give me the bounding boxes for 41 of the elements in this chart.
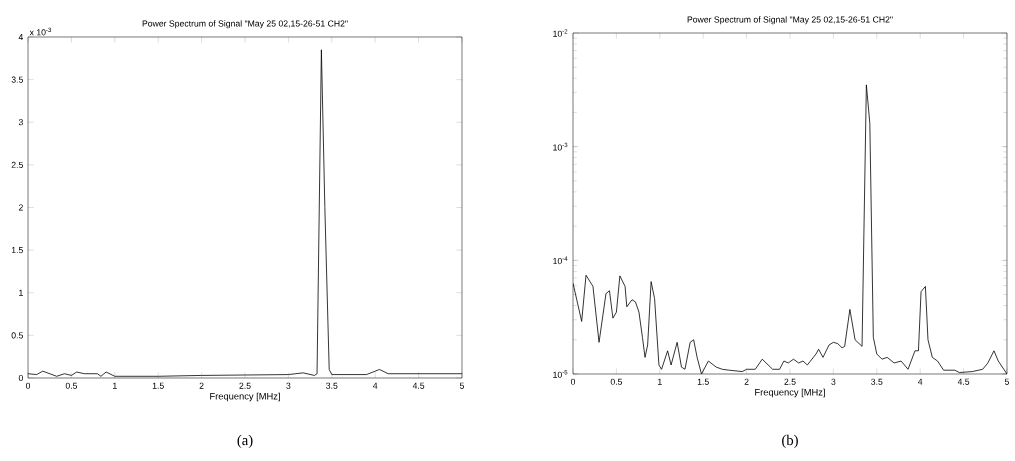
y-tick-label: 10$^{-4}$ [553, 256, 568, 265]
x-tick-label: 1.5 [697, 378, 709, 385]
y-tick-label: 0.5 [11, 332, 23, 339]
x-tick-label: 5 [459, 382, 465, 389]
y-tick-label: 3.5 [11, 76, 23, 83]
x-tick-label: 2 [744, 378, 749, 385]
y-tick-label: 4 [18, 34, 24, 40]
x-tick-label: 3.5 [326, 382, 338, 389]
x-tick-label: 0 [25, 382, 31, 389]
x-tick-label: 2.5 [784, 378, 796, 385]
x-tick-label: 5 [1004, 378, 1010, 385]
y-tick-label: 1 [19, 289, 23, 296]
x-tick-label: 2.5 [239, 382, 251, 389]
chart-title: Power Spectrum of Signal "May 25 02,15-26-51 CH2" [142, 20, 348, 29]
x-tick-label: 4.5 [412, 382, 425, 389]
y-tick-label: 3 [18, 119, 23, 126]
x-tick-label: 1.5 [152, 382, 164, 389]
x-tick-label: 0.5 [65, 382, 78, 389]
x-tick-label: 4 [373, 382, 378, 389]
x-tick-label: 3 [831, 378, 836, 385]
x-tick-label: 0.5 [610, 378, 623, 385]
y-tick-label: 10$^{-2}$ [553, 29, 568, 37]
y-tick-label: 2.5 [11, 161, 23, 168]
text: (b) [782, 434, 798, 449]
x-tick-label: 1 [113, 382, 117, 389]
x-tick-label: 2 [199, 382, 204, 389]
y-tick-label: 10$^{-3}$ [553, 142, 568, 151]
x-axis-title: Frequency [MHz] [755, 388, 825, 398]
x-tick-label: 3 [286, 382, 291, 389]
y-tick-label: 1.5 [11, 247, 23, 254]
x-axis-title: Frequency [MHz] [210, 392, 280, 402]
x-tick-label: 4.5 [957, 378, 970, 385]
y-tick-label: 2 [18, 204, 23, 211]
x-tick-label: 0 [570, 378, 576, 385]
x-tick-label: 3.5 [871, 378, 883, 385]
text: x 10$^{-3}$ [29, 27, 52, 36]
x-tick-label: 1 [658, 378, 662, 385]
text: (a) [237, 434, 253, 449]
y-tick-label: 10$^{-5}$ [553, 370, 568, 378]
chart-title: Power Spectrum of Signal "May 25 02,15-26-51 CH2" [687, 16, 893, 25]
x-tick-label: 4 [917, 378, 923, 385]
